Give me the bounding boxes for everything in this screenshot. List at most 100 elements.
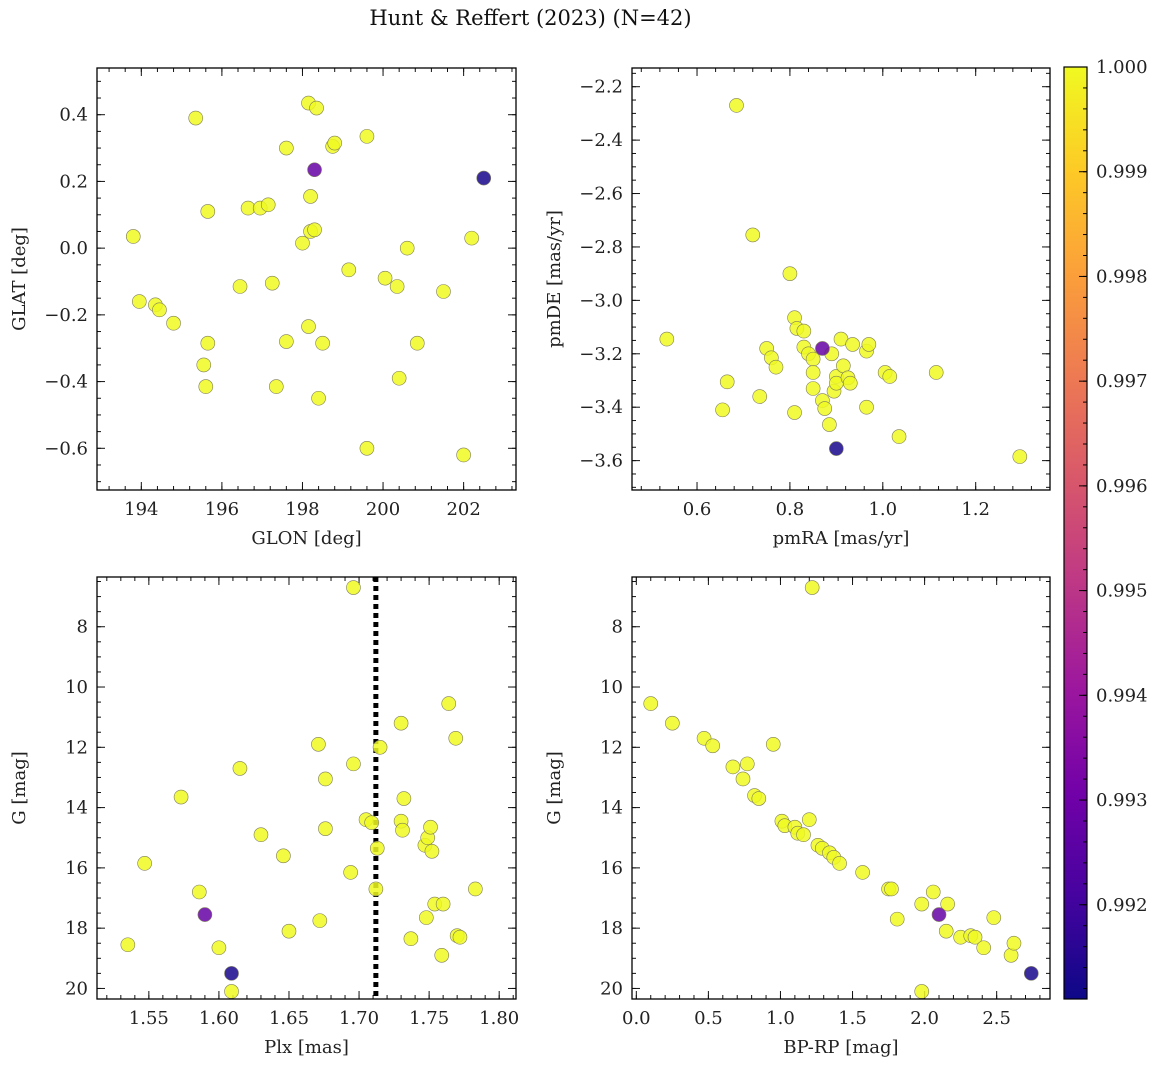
- colorbar-tick-label: 0.996: [1096, 476, 1148, 497]
- y-tick-label: 8: [612, 617, 623, 638]
- x-tick-label: 1.0: [868, 499, 897, 520]
- y-tick-label: −3.0: [579, 290, 623, 311]
- scatter-point: [377, 270, 393, 286]
- y-tick-label: 0.0: [59, 238, 88, 259]
- scatter-point: [166, 315, 181, 331]
- x-tick-label: 1.65: [269, 1008, 309, 1029]
- scatter-point: [346, 580, 361, 595]
- scatter-point: [842, 375, 858, 391]
- scatter-point: [787, 405, 802, 420]
- scatter-point: [914, 896, 930, 912]
- x-tick-label: 0.0: [622, 1008, 651, 1029]
- scatter-point: [393, 715, 409, 731]
- scatter-point: [765, 736, 781, 752]
- scatter-point: [468, 881, 483, 897]
- scatter-point: [200, 335, 216, 351]
- scatter-point: [419, 910, 434, 925]
- scatter-point: [281, 923, 297, 939]
- scatter-point: [805, 365, 821, 380]
- scatter-point: [986, 910, 1002, 925]
- scatter-point: [232, 761, 248, 776]
- scatter-point: [198, 379, 214, 394]
- scatter-point: [804, 580, 820, 595]
- scatter-point: [152, 302, 167, 318]
- scatter-point: [434, 947, 450, 963]
- scatter-point: [643, 696, 659, 711]
- scatter-point: [424, 843, 440, 859]
- scatter-point: [855, 865, 870, 880]
- tick-marks: [632, 68, 1051, 490]
- scatter-point: [301, 319, 316, 334]
- scatter-point: [464, 230, 479, 246]
- tick-marks: [97, 68, 516, 490]
- scatter-point: [307, 162, 322, 178]
- scatter-point: [745, 227, 761, 243]
- scatter-point: [735, 771, 751, 787]
- scatter-point: [782, 266, 798, 281]
- scatter-point: [931, 907, 947, 922]
- axes-frame: [96, 67, 517, 491]
- scatter-point: [173, 789, 189, 805]
- x-tick-label: 2.0: [910, 1008, 939, 1029]
- scatter-point: [279, 140, 294, 156]
- x-tick-label: 2.5: [982, 1008, 1011, 1029]
- scatter-point: [805, 381, 821, 396]
- y-tick-label: 20: [600, 978, 623, 999]
- figure-title: Hunt & Reffert (2023) (N=42): [369, 6, 692, 30]
- scatter-point: [200, 204, 216, 219]
- x-tick-label: 194: [124, 499, 158, 520]
- scatter-point: [232, 279, 248, 294]
- panel-sky: 194 196 198 200 202 0.4 0.2 0.0 −0.2 −0.4 −0.6 GLON…: [9, 67, 517, 549]
- scatter-point: [441, 696, 457, 711]
- scatter-point: [435, 896, 451, 912]
- x-tick-label: 200: [366, 499, 400, 520]
- scatter-point: [729, 98, 744, 113]
- scatter-point: [832, 856, 847, 871]
- scatter-point: [940, 896, 955, 912]
- scatter-point: [914, 984, 930, 999]
- y-axis-label: G [mag]: [9, 751, 30, 824]
- scatter-point: [861, 337, 877, 352]
- y-tick-label: 18: [65, 918, 88, 939]
- y-tick-label: 20: [65, 978, 88, 999]
- y-axis-label: pmDE [mas/yr]: [544, 210, 565, 348]
- x-tick-label: 0.6: [683, 499, 712, 520]
- x-tick-label: 0.8: [776, 499, 805, 520]
- x-tick-label: 1.55: [129, 1008, 169, 1029]
- x-tick-label: 1.0: [766, 1008, 795, 1029]
- scatter-point: [224, 966, 239, 981]
- scatter-point: [399, 240, 415, 256]
- x-tick-label: 1.80: [479, 1008, 519, 1029]
- scatter-point: [253, 827, 269, 843]
- scatter-point: [312, 913, 328, 928]
- y-tick-label: 0.4: [59, 105, 88, 126]
- scatter-point: [452, 929, 468, 945]
- colorbar-tick-label: 1.000: [1096, 57, 1148, 78]
- scatter-point: [389, 279, 405, 294]
- panel-parallax-magnitude: 1.55 1.60 1.65 1.70 1.75 1.80 8 10 12 14 16 18 20 Plx…: [9, 576, 519, 1058]
- colorbar-tick-label: 0.998: [1096, 266, 1148, 287]
- x-tick-label: 0.5: [694, 1008, 723, 1029]
- x-axis-label: Plx [mas]: [264, 1037, 349, 1058]
- y-tick-label: 12: [65, 737, 88, 758]
- scatter-point: [359, 129, 375, 144]
- data-layer: [659, 98, 1028, 464]
- x-tick-label: 1.75: [409, 1008, 449, 1029]
- y-tick-label: −2.8: [579, 237, 623, 258]
- panel-color-magnitude: 0.0 0.5 1.0 1.5 2.0 2.5 8 10 12 14 16 18 20 BP-RP [ma…: [544, 576, 1051, 1058]
- scatter-point: [822, 417, 837, 432]
- y-tick-label: −2.6: [579, 184, 623, 205]
- y-tick-label: 8: [77, 617, 88, 638]
- scatter-point: [752, 389, 768, 404]
- scatter-point: [311, 736, 326, 752]
- colorbar-tick-label: 0.999: [1096, 162, 1148, 183]
- x-tick-label: 196: [205, 499, 239, 520]
- scatter-point: [327, 135, 343, 151]
- axes-background: [97, 577, 516, 999]
- colorbar-tick-label: 0.992: [1096, 895, 1148, 916]
- y-tick-label: 18: [600, 918, 623, 939]
- y-tick-label: 14: [65, 798, 88, 819]
- scatter-point: [303, 189, 318, 204]
- scatter-point: [309, 100, 324, 116]
